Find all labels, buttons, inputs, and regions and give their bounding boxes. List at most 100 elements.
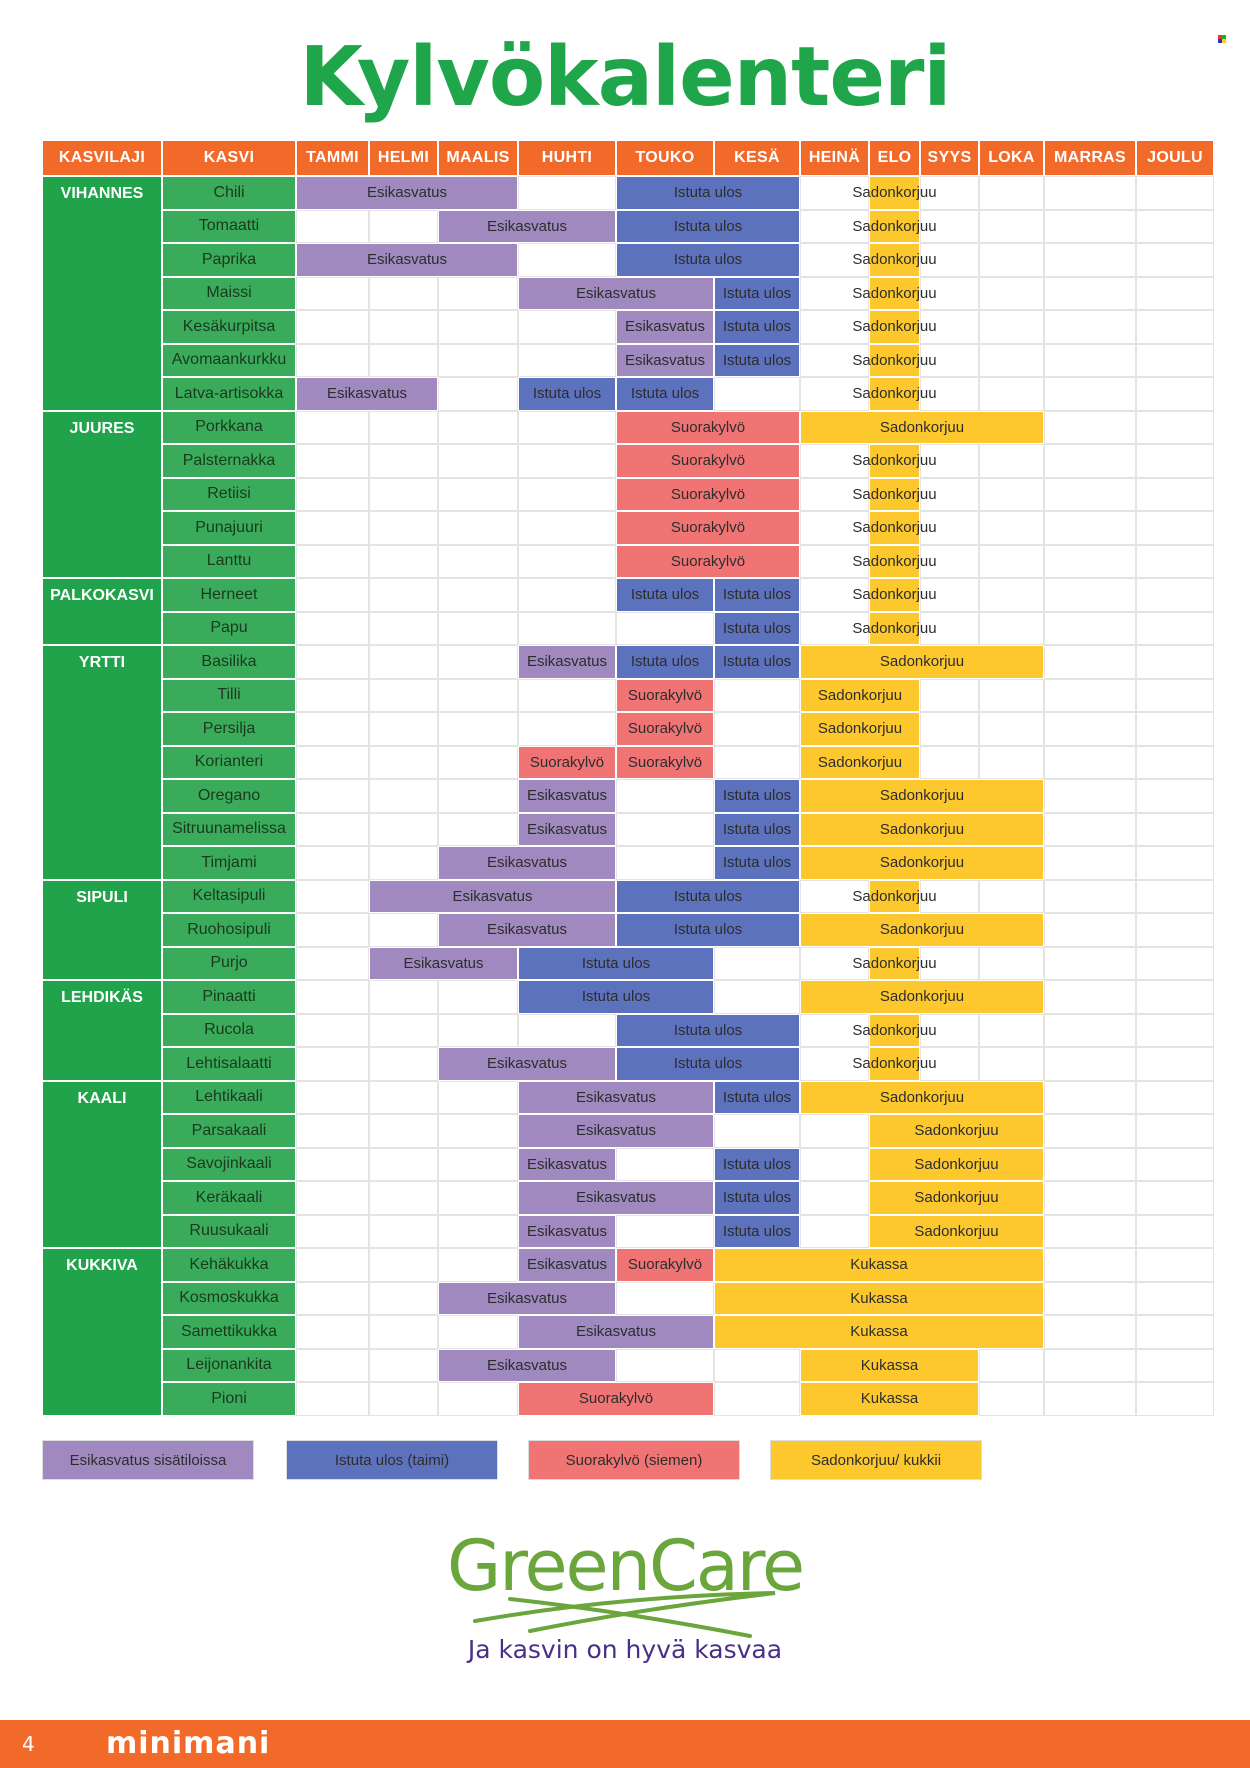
header-month: ELO [869, 140, 920, 176]
calendar-cell [518, 310, 616, 344]
schedule-bar: Esikasvatus [438, 1047, 616, 1081]
calendar-cell [518, 1013, 616, 1047]
calendar-cell [296, 712, 369, 746]
plant-cell: Retiisi [162, 477, 296, 511]
calendar-cell [1136, 913, 1214, 947]
calendar-cell [800, 1147, 869, 1181]
calendar-cell [920, 1013, 979, 1047]
schedule-bar: Sadonkorjuu [852, 578, 937, 612]
calendar-cell [438, 1114, 518, 1148]
calendar-cell [369, 1315, 438, 1349]
schedule-bar: Istuta ulos [616, 176, 800, 210]
calendar-cell [369, 846, 438, 880]
header-month: JOULU [1136, 140, 1214, 176]
calendar-cell [1044, 879, 1136, 913]
calendar-cell [1044, 209, 1136, 243]
plant-cell: Pinaatti [162, 980, 296, 1014]
calendar-cell [438, 712, 518, 746]
tagline: Ja kasvin on hyvä kasvaa [467, 1635, 783, 1664]
schedule-bar: Esikasvatus [438, 209, 616, 243]
plant-cell: Punajuuri [162, 511, 296, 545]
schedule-bar: Kukassa [714, 1281, 1044, 1315]
plant-cell: Timjami [162, 846, 296, 880]
calendar-cell [979, 276, 1044, 310]
calendar-cell [369, 712, 438, 746]
calendar-cell [1136, 1281, 1214, 1315]
schedule-bar: Suorakylvö [616, 1248, 714, 1282]
calendar-cell [296, 578, 369, 612]
calendar-cell [369, 913, 438, 947]
calendar-cell [1136, 1013, 1214, 1047]
calendar-cell [714, 712, 800, 746]
schedule-bar: Istuta ulos [616, 879, 800, 913]
schedule-bar: Suorakylvö [616, 712, 714, 746]
schedule-bar: Esikasvatus [438, 846, 616, 880]
calendar-cell [369, 812, 438, 846]
schedule-bar: Suorakylvö [616, 745, 714, 779]
schedule-bar: Esikasvatus [518, 1214, 616, 1248]
schedule-bar: Sadonkorjuu [852, 377, 937, 411]
calendar-cell [920, 377, 979, 411]
calendar-cell [1044, 1047, 1136, 1081]
calendar-cell [369, 1181, 438, 1215]
calendar-cell [800, 377, 869, 411]
schedule-bar: Esikasvatus [438, 1281, 616, 1315]
plant-cell: Oregano [162, 779, 296, 813]
calendar-cell [1044, 243, 1136, 277]
calendar-cell [1044, 377, 1136, 411]
calendar-cell [920, 946, 979, 980]
calendar-cell [438, 980, 518, 1014]
calendar-cell [1136, 779, 1214, 813]
calendar-cell [920, 511, 979, 545]
schedule-bar: Esikasvatus [616, 310, 714, 344]
schedule-bar: Esikasvatus [518, 1147, 616, 1181]
calendar-cell [438, 1181, 518, 1215]
schedule-bar: Sadonkorjuu [852, 276, 937, 310]
calendar-cell [296, 1382, 369, 1416]
calendar-cell [920, 243, 979, 277]
calendar-cell [1044, 611, 1136, 645]
calendar-cell [518, 578, 616, 612]
calendar-cell [1136, 310, 1214, 344]
page-title: Kylvökalenteri [299, 30, 952, 125]
plant-cell: Lehtikaali [162, 1080, 296, 1114]
calendar-cell [800, 343, 869, 377]
calendar-cell [438, 1315, 518, 1349]
calendar-cell [979, 1047, 1044, 1081]
schedule-bar: Sadonkorjuu [869, 1214, 1044, 1248]
calendar-cell [616, 779, 714, 813]
calendar-cell [800, 276, 869, 310]
schedule-bar: Istuta ulos [518, 980, 714, 1014]
plant-cell: Ruohosipuli [162, 913, 296, 947]
calendar-cell [800, 1047, 869, 1081]
calendar-cell [369, 1047, 438, 1081]
schedule-bar: Sadonkorjuu [852, 477, 937, 511]
calendar-cell [296, 310, 369, 344]
schedule-bar: Istuta ulos [616, 645, 714, 679]
schedule-bar: Suorakylvö [616, 544, 800, 578]
calendar-cell [1044, 1114, 1136, 1148]
calendar-cell [438, 1382, 518, 1416]
calendar-cell [296, 745, 369, 779]
schedule-bar: Esikasvatus [296, 176, 518, 210]
calendar-cell [1044, 1315, 1136, 1349]
calendar-cell [438, 310, 518, 344]
calendar-cell [714, 1382, 800, 1416]
plant-cell: Leijonankita [162, 1348, 296, 1382]
calendar-cell [369, 980, 438, 1014]
plant-cell: Lehtisalaatti [162, 1047, 296, 1081]
calendar-cell [800, 1013, 869, 1047]
schedule-bar: Sadonkorjuu [800, 678, 920, 712]
calendar-cell [369, 745, 438, 779]
schedule-bar: Istuta ulos [714, 276, 800, 310]
schedule-bar: Istuta ulos [714, 310, 800, 344]
calendar-cell [369, 276, 438, 310]
plant-cell: Palsternakka [162, 444, 296, 478]
schedule-bar: Istuta ulos [714, 812, 800, 846]
calendar-cell [296, 1147, 369, 1181]
calendar-cell [438, 1147, 518, 1181]
calendar-cell [1044, 176, 1136, 210]
calendar-cell [1136, 678, 1214, 712]
schedule-bar: Istuta ulos [616, 1013, 800, 1047]
schedule-bar: Esikasvatus [518, 1248, 616, 1282]
